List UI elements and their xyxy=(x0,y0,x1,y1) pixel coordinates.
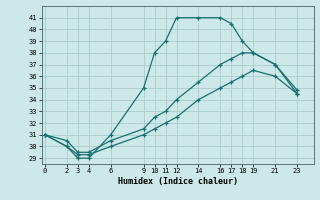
X-axis label: Humidex (Indice chaleur): Humidex (Indice chaleur) xyxy=(118,177,237,186)
